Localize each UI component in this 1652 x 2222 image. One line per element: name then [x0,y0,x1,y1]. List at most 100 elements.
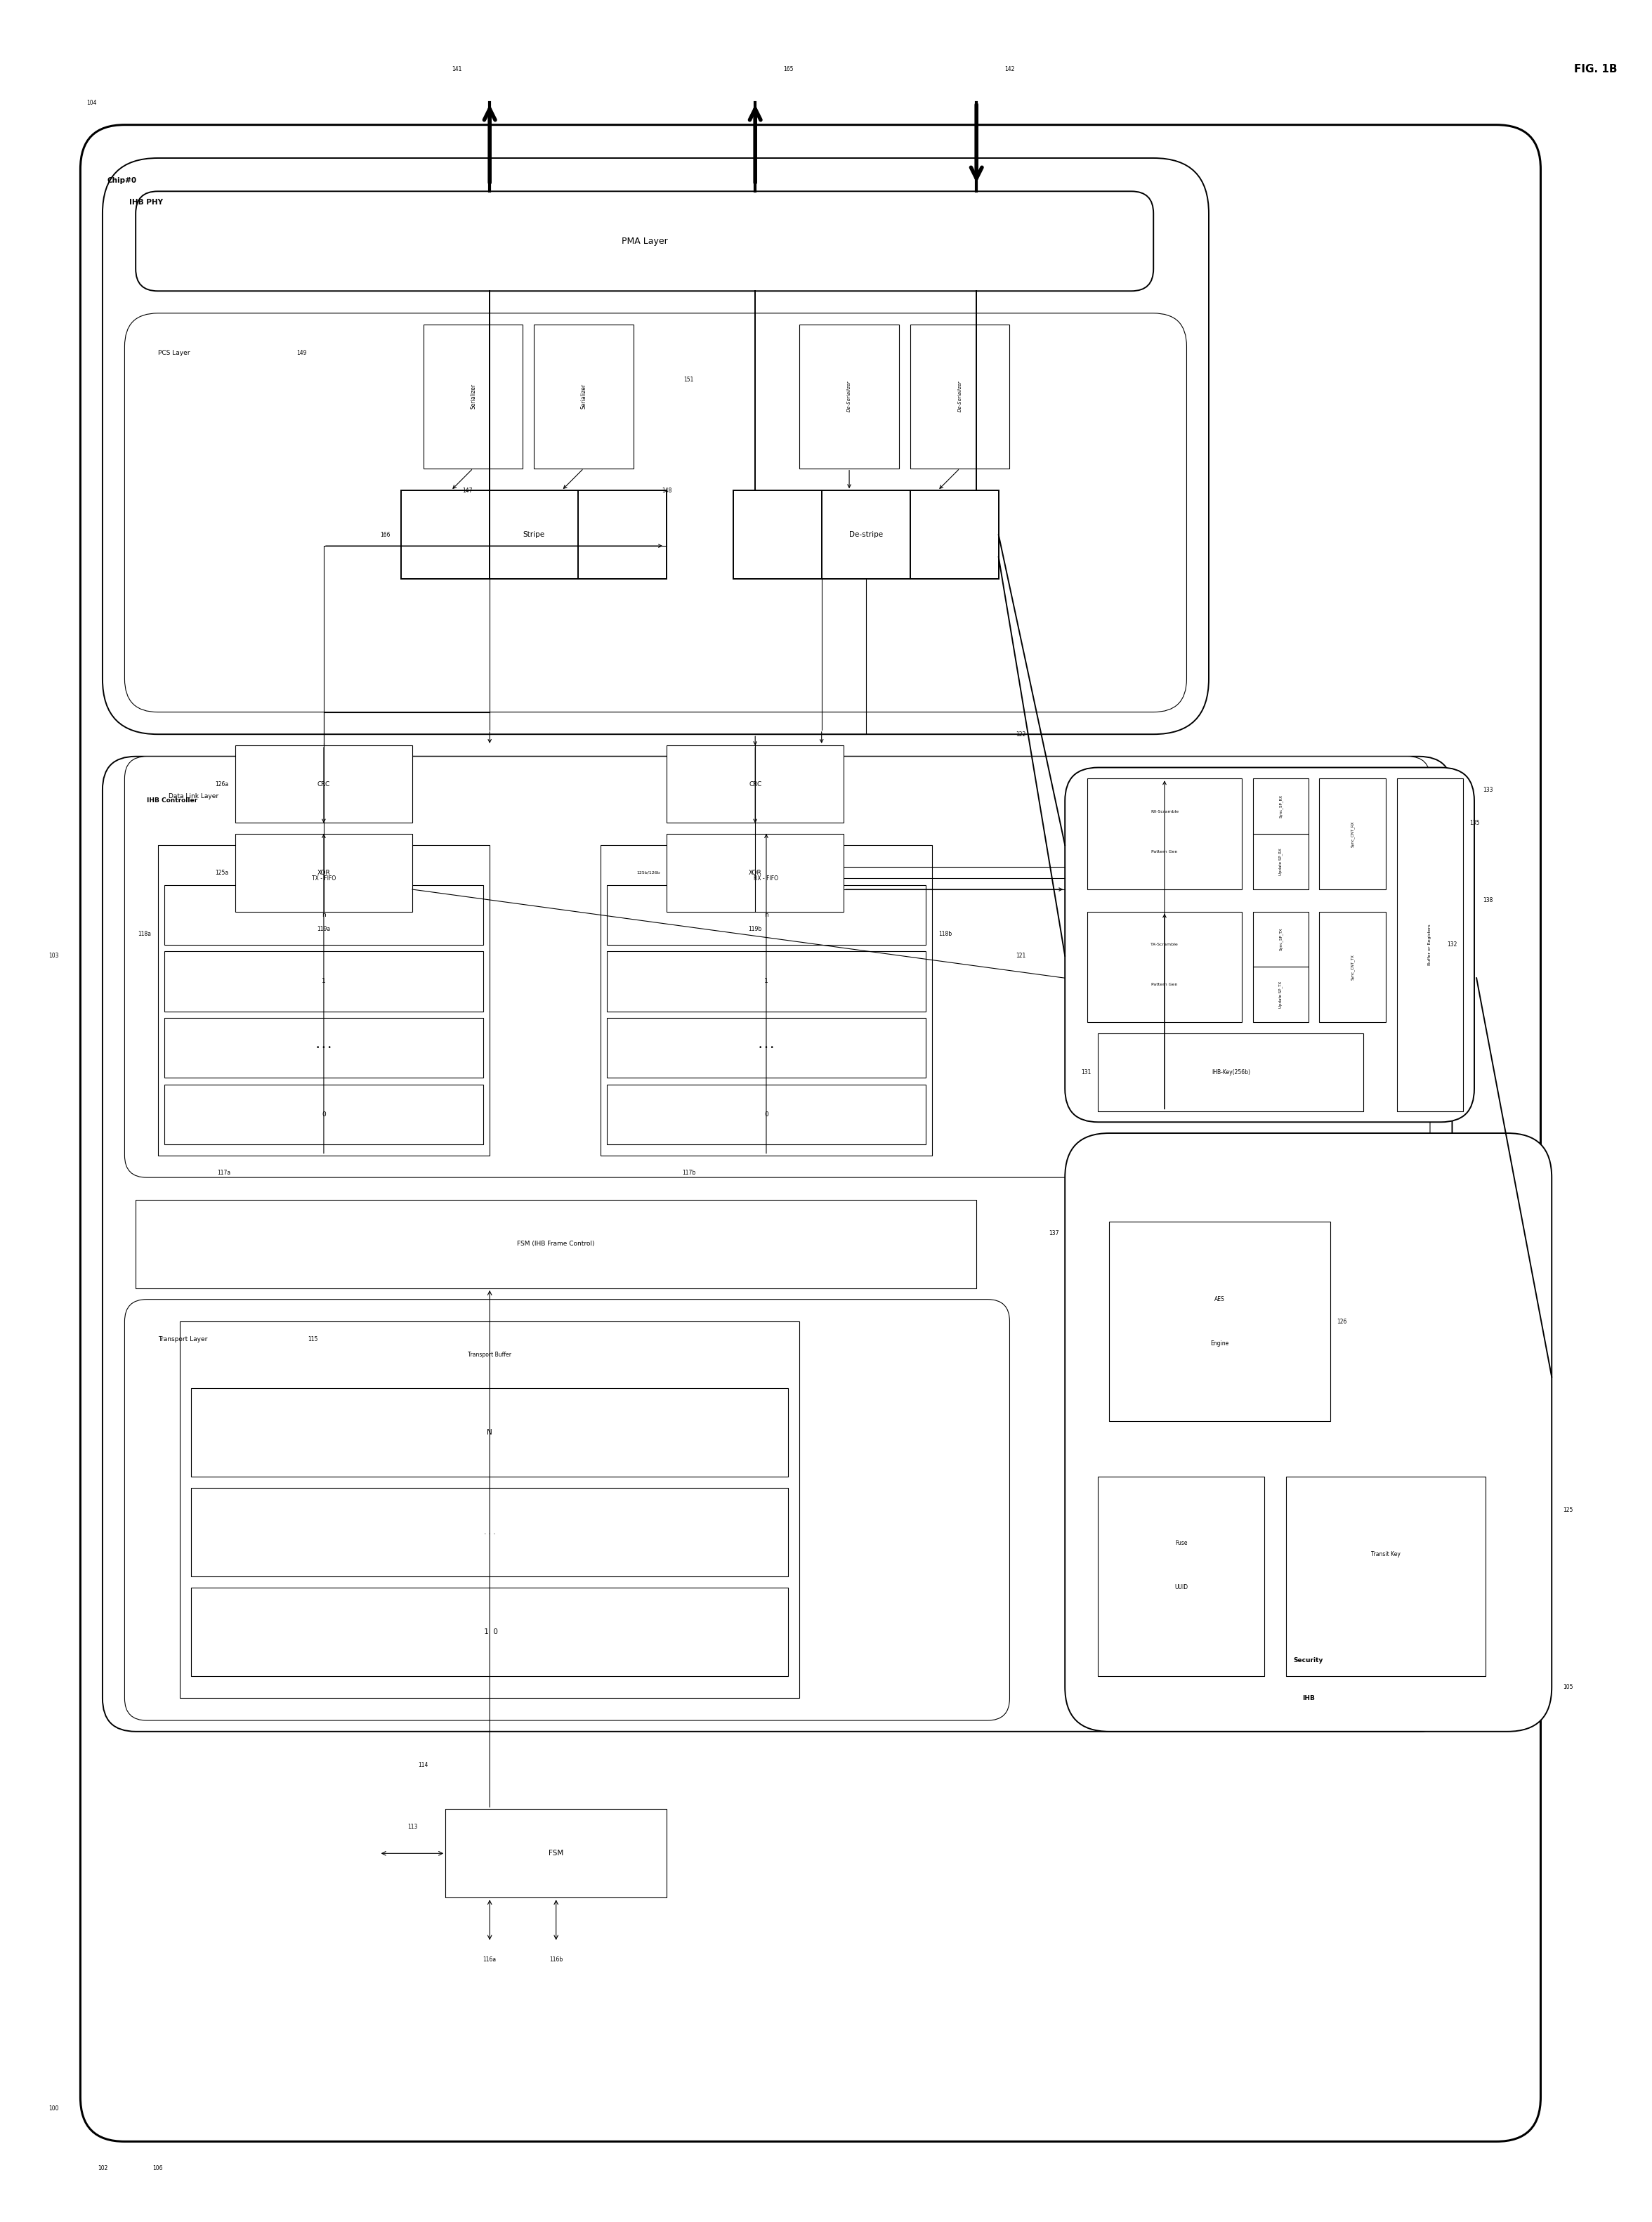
Bar [423,324,524,469]
Bar [1252,833,1308,889]
Text: 148: 148 [662,487,672,493]
Text: Fuse: Fuse [1175,1540,1188,1547]
Bar [606,884,925,944]
Text: Engine: Engine [1211,1340,1229,1347]
Text: 100: 100 [48,2104,59,2111]
Text: Security: Security [1294,1658,1323,1664]
FancyBboxPatch shape [135,191,1153,291]
Text: XOR: XOR [317,869,330,875]
Text: Update SP_RX: Update SP_RX [1279,849,1282,875]
Text: Sync_SP_TX: Sync_SP_TX [1279,929,1282,951]
Text: Data Link Layer: Data Link Layer [169,793,218,800]
Text: PMA Layer: PMA Layer [621,236,667,247]
Bar [1320,911,1386,1022]
Text: n: n [322,911,325,918]
Bar [606,1018,925,1078]
Text: 125b/126b: 125b/126b [636,871,661,875]
Text: RX - FIFO: RX - FIFO [753,875,778,882]
Text: 118b: 118b [938,931,952,938]
Text: 126: 126 [1336,1318,1346,1324]
FancyBboxPatch shape [124,755,1431,1178]
Text: Sync_SP_RX: Sync_SP_RX [1279,795,1282,818]
Text: IHB: IHB [1302,1695,1315,1702]
Text: 106: 106 [152,2164,164,2171]
Text: 137: 137 [1049,1229,1059,1235]
Text: Buffer or Registers: Buffer or Registers [1429,924,1432,964]
Bar [600,844,932,1155]
Text: 138: 138 [1483,898,1493,904]
Text: N: N [487,1429,492,1435]
Text: 119a: 119a [317,927,330,933]
Text: 113: 113 [406,1824,418,1831]
Bar [159,844,489,1155]
Bar [606,1084,925,1144]
Text: 1  0: 1 0 [482,1629,497,1635]
Text: 133: 133 [1483,787,1493,793]
Text: Serializer: Serializer [580,384,586,409]
Text: 103: 103 [48,953,59,960]
Text: UUID: UUID [1175,1584,1188,1591]
Bar [1398,778,1464,1111]
Text: IHB-Key(256b): IHB-Key(256b) [1211,1069,1251,1075]
Text: XOR: XOR [748,869,762,875]
Text: n: n [765,911,768,918]
Text: RX-Scramble: RX-Scramble [1150,811,1178,813]
Text: 115: 115 [307,1335,317,1342]
Text: CRC: CRC [317,780,330,787]
Text: AES: AES [1214,1295,1226,1302]
Text: 131: 131 [1082,1069,1092,1075]
Bar [1320,778,1386,889]
Text: 105: 105 [1563,1684,1573,1691]
Text: Sync_CNT_RX: Sync_CNT_RX [1351,820,1355,847]
Text: 114: 114 [418,1762,428,1769]
Bar [235,744,413,822]
Text: FSM: FSM [548,1851,563,1858]
Bar [1087,778,1242,889]
Text: 166: 166 [380,531,390,538]
Bar [910,324,1009,469]
FancyBboxPatch shape [124,313,1186,711]
Text: Stripe: Stripe [524,531,545,538]
FancyBboxPatch shape [124,1300,1009,1720]
Text: Sync_CNT_TX: Sync_CNT_TX [1351,953,1355,980]
Bar [165,1084,482,1144]
Text: 121: 121 [1016,953,1026,960]
Bar [606,951,925,1011]
Text: 0: 0 [322,1111,325,1118]
Bar [235,833,413,911]
Text: • • •: • • • [316,1044,332,1051]
Text: 118a: 118a [137,931,152,938]
Text: FSM (IHB Frame Control): FSM (IHB Frame Control) [517,1240,595,1247]
Text: 142: 142 [1004,67,1014,73]
Text: • • •: • • • [758,1044,773,1051]
Text: 116a: 116a [482,1958,496,1962]
Bar [192,1389,788,1478]
Text: PCS Layer: PCS Layer [159,349,190,356]
Text: 151: 151 [684,376,694,382]
Text: 165: 165 [783,67,793,73]
Text: . . .: . . . [484,1529,496,1535]
Text: 125: 125 [1563,1507,1573,1513]
Text: 119b: 119b [748,927,762,933]
FancyBboxPatch shape [1066,767,1474,1122]
Text: 117a: 117a [218,1171,231,1175]
Text: FIG. 1B: FIG. 1B [1574,64,1617,76]
Text: Transit Key: Transit Key [1371,1551,1401,1558]
Text: 102: 102 [97,2164,107,2171]
Text: De-Serializer: De-Serializer [958,380,961,411]
Bar [1099,1478,1264,1675]
Text: 126a: 126a [215,780,228,787]
Text: IHB PHY: IHB PHY [129,198,164,207]
Bar [733,491,998,580]
Bar [192,1587,788,1675]
Text: TX-Scramble: TX-Scramble [1150,942,1178,947]
FancyBboxPatch shape [102,755,1452,1731]
Bar [192,1489,788,1575]
Text: 1: 1 [322,978,325,984]
Text: Transport Layer: Transport Layer [159,1335,206,1342]
Text: 0: 0 [765,1111,768,1118]
Text: 104: 104 [86,100,96,107]
Bar [180,1322,800,1698]
Bar [1087,911,1242,1022]
Text: IHB Controller: IHB Controller [147,798,197,804]
